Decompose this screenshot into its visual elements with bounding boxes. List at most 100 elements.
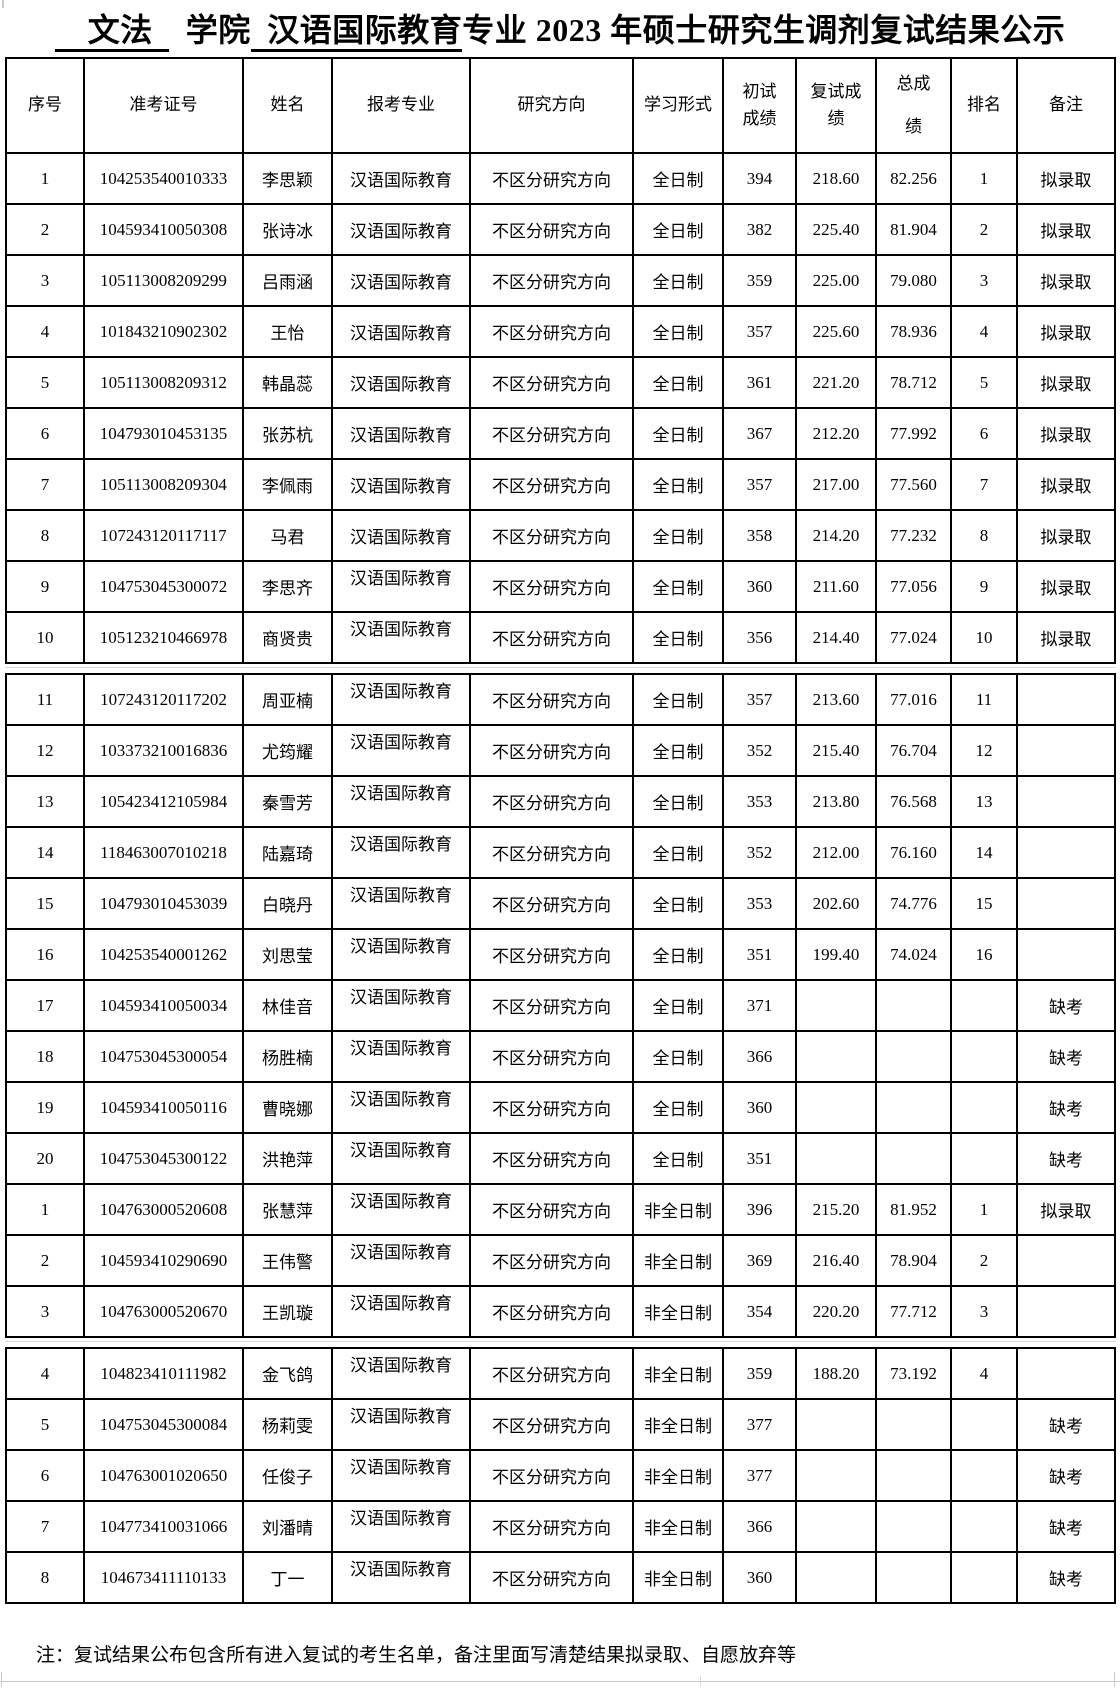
cell-exam_id: 104793010453039 — [85, 879, 244, 930]
cell-name: 洪艳萍 — [244, 1134, 333, 1185]
cell-total_score — [877, 1451, 952, 1502]
cell-exam_id: 105423412105984 — [85, 777, 244, 828]
cell-direction: 不区分研究方向 — [471, 1287, 634, 1338]
cell-study_form: 非全日制 — [634, 1451, 724, 1502]
cell-study_form: 全日制 — [634, 828, 724, 879]
cell-name: 秦雪芳 — [244, 777, 333, 828]
table-row: 5 105113008209312 韩晶蕊 汉语国际教育 不区分研究方向 全日制 361 22… — [7, 358, 1116, 409]
cell-exam_id: 104253540001262 — [85, 930, 244, 981]
cell-total_score: 81.952 — [877, 1185, 952, 1236]
table-row: 2 104593410050308 张诗冰 汉语国际教育 不区分研究方向 全日制 382 22… — [7, 205, 1116, 256]
title-segment: 文法 — [54, 12, 170, 52]
cell-total_score: 73.192 — [877, 1349, 952, 1400]
cell-no: 6 — [7, 409, 85, 460]
table-row: 4 104823410111982 金飞鸽 汉语国际教育 不区分研究方向 非全日制 359 1… — [7, 1349, 1116, 1400]
cell-total_score: 77.016 — [877, 675, 952, 726]
cell-no: 4 — [7, 1349, 85, 1400]
cell-initial_score: 351 — [724, 1134, 797, 1185]
cell-retest_score: 220.20 — [797, 1287, 877, 1338]
cell-study_form: 全日制 — [634, 1083, 724, 1134]
cell-total_score — [877, 1400, 952, 1451]
cell-major: 汉语国际教育 — [333, 613, 471, 664]
cell-exam_id: 105113008209299 — [85, 256, 244, 307]
cell-no: 5 — [7, 358, 85, 409]
cell-study_form: 全日制 — [634, 205, 724, 256]
table-row: 10 105123210466978 商贤贵 汉语国际教育 不区分研究方向 全日制 356 2… — [7, 613, 1116, 664]
table-header: 序号 准考证号 姓名 报考专业 研究方向 学习形式 初试 成绩 复试成 绩总成 绩排名 备注 — [7, 59, 1116, 154]
cell-retest_score: 199.40 — [797, 930, 877, 981]
table-row: 16 104253540001262 刘思莹 汉语国际教育 不区分研究方向 全日制 351 1… — [7, 930, 1116, 981]
table-row: 4 101843210902302 王怡 汉语国际教育 不区分研究方向 全日制 357 225… — [7, 307, 1116, 358]
cell-name: 王怡 — [244, 307, 333, 358]
cell-total_score: 76.160 — [877, 828, 952, 879]
cell-rank — [952, 1451, 1018, 1502]
cell-exam_id: 104773410031066 — [85, 1502, 244, 1553]
cell-total_score: 78.712 — [877, 358, 952, 409]
cell-direction: 不区分研究方向 — [471, 1134, 634, 1185]
cell-major: 汉语国际教育 — [333, 777, 471, 828]
table-row: 3 104763000520670 王凯璇 汉语国际教育 不区分研究方向 非全日制 354 2… — [7, 1287, 1116, 1338]
cell-exam_id: 105123210466978 — [85, 613, 244, 664]
cell-retest_score: 218.60 — [797, 154, 877, 205]
cell-note: 拟录取 — [1018, 1185, 1116, 1236]
cell-note — [1018, 726, 1116, 777]
cell-exam_id: 104763000520670 — [85, 1287, 244, 1338]
footer-note: 注：复试结果公布包含所有进入复试的考生名单，备注里面写清楚结果拟录取、自愿放弃等 — [36, 1645, 797, 1666]
cell-study_form: 非全日制 — [634, 1185, 724, 1236]
cell-study_form: 全日制 — [634, 1134, 724, 1185]
break-gridline — [5, 667, 1116, 668]
cell-note: 拟录取 — [1018, 511, 1116, 562]
cell-exam_id: 104753045300084 — [85, 1400, 244, 1451]
cell-retest_score — [797, 981, 877, 1032]
title-segment: 学院 — [169, 12, 251, 48]
cell-total_score: 81.904 — [877, 205, 952, 256]
cell-retest_score: 211.60 — [797, 562, 877, 613]
cell-retest_score: 221.20 — [797, 358, 877, 409]
cell-exam_id: 104763001020650 — [85, 1451, 244, 1502]
cell-exam_id: 104753045300072 — [85, 562, 244, 613]
cell-exam_id: 104763000520608 — [85, 1185, 244, 1236]
table-row: 6 104793010453135 张苏杭 汉语国际教育 不区分研究方向 全日制 367 21… — [7, 409, 1116, 460]
cell-no: 3 — [7, 1287, 85, 1338]
table-row: 7 104773410031066 刘潘晴 汉语国际教育 不区分研究方向 非全日制 366 缺… — [7, 1502, 1116, 1553]
table-row: 7 105113008209304 李佩雨 汉语国际教育 不区分研究方向 全日制 357 21… — [7, 460, 1116, 511]
cell-direction: 不区分研究方向 — [471, 726, 634, 777]
cell-retest_score: 225.40 — [797, 205, 877, 256]
break-gridline — [5, 1341, 1116, 1342]
cell-no: 7 — [7, 1502, 85, 1553]
cell-initial_score: 360 — [724, 562, 797, 613]
cell-name: 李思颖 — [244, 154, 333, 205]
cell-retest_score — [797, 1083, 877, 1134]
cell-no: 9 — [7, 562, 85, 613]
cell-name: 韩晶蕊 — [244, 358, 333, 409]
cell-exam_id: 103373210016836 — [85, 726, 244, 777]
cell-major: 汉语国际教育 — [333, 1451, 471, 1502]
cell-initial_score: 352 — [724, 726, 797, 777]
cell-name: 王凯璇 — [244, 1287, 333, 1338]
cell-no: 18 — [7, 1032, 85, 1083]
cell-name: 刘潘晴 — [244, 1502, 333, 1553]
cell-retest_score — [797, 1400, 877, 1451]
cell-initial_score: 353 — [724, 879, 797, 930]
cell-total_score: 74.776 — [877, 879, 952, 930]
cell-note — [1018, 828, 1116, 879]
cell-note: 拟录取 — [1018, 562, 1116, 613]
cell-retest_score: 213.60 — [797, 675, 877, 726]
cell-no: 3 — [7, 256, 85, 307]
header-cell-name: 姓名 — [244, 59, 333, 154]
cell-name: 李思齐 — [244, 562, 333, 613]
table-row: 9 104753045300072 李思齐 汉语国际教育 不区分研究方向 全日制 360 21… — [7, 562, 1116, 613]
cell-name: 林佳音 — [244, 981, 333, 1032]
cell-no: 4 — [7, 307, 85, 358]
cell-rank: 4 — [952, 307, 1018, 358]
table-break — [5, 1338, 1116, 1347]
cell-rank — [952, 981, 1018, 1032]
cell-rank: 12 — [952, 726, 1018, 777]
header-cell-direction: 研究方向 — [471, 59, 634, 154]
cell-no: 12 — [7, 726, 85, 777]
cell-direction: 不区分研究方向 — [471, 1185, 634, 1236]
cell-note: 拟录取 — [1018, 205, 1116, 256]
cell-retest_score: 225.00 — [797, 256, 877, 307]
cell-major: 汉语国际教育 — [333, 1553, 471, 1604]
cell-initial_score: 366 — [724, 1502, 797, 1553]
